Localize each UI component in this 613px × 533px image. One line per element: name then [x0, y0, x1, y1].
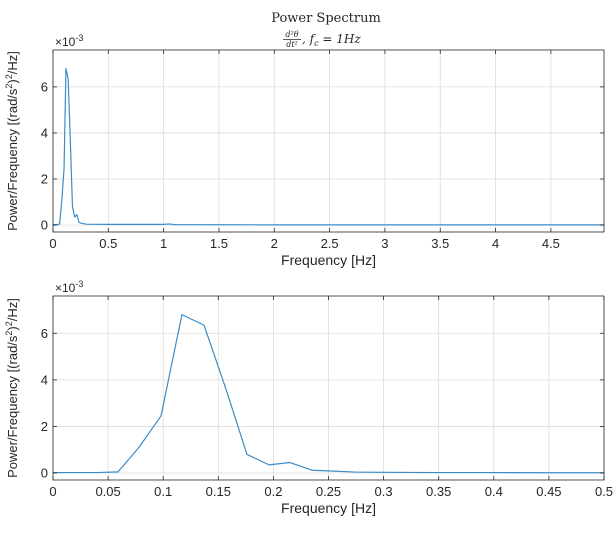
x-tick-label: 4.5 — [542, 236, 560, 251]
subtitle-frac-den: dt² — [286, 40, 298, 49]
x-tick-label: 2.5 — [321, 236, 339, 251]
y-axis-label: Power/Frequency [(rad/s2)2/Hz] — [4, 51, 20, 231]
x-tick-label: 0.05 — [95, 484, 120, 499]
y-exponent-label: ×10-3 — [55, 279, 83, 295]
subtitle-frac-num: d²θ — [285, 30, 298, 39]
x-tick-label: 0.2 — [264, 484, 282, 499]
x-tick-label: 0.3 — [375, 484, 393, 499]
axes-box — [52, 49, 605, 233]
x-tick-label: 0.25 — [316, 484, 341, 499]
x-axis-label: Frequency [Hz] — [281, 500, 376, 516]
x-tick-label: 0 — [49, 484, 56, 499]
x-tick-label: 2 — [271, 236, 278, 251]
plot-area — [53, 50, 604, 232]
x-tick-label: 0.5 — [595, 484, 613, 499]
y-exponent-label: ×10-3 — [55, 33, 83, 49]
x-tick-label: 4 — [492, 236, 499, 251]
y-tick-label: 4 — [41, 125, 48, 140]
x-tick-label: 0.1 — [154, 484, 172, 499]
x-tick-label: 3 — [381, 236, 388, 251]
subtitle-tail: , fc = 1Hz — [302, 32, 361, 48]
x-axis-label: Frequency [Hz] — [281, 252, 376, 268]
x-tick-label: 0.15 — [206, 484, 231, 499]
x-tick-label: 0.35 — [426, 484, 451, 499]
y-tick-label: 2 — [41, 419, 48, 434]
top-plot: 0 0.5 1 1.5 2 2.5 3 3.5 4 4.5 0 2 4 6 ×10-3 Frequency [… — [4, 33, 605, 268]
y-tick-label: 0 — [41, 466, 48, 481]
y-tick-label: 6 — [41, 79, 48, 94]
x-tick-label: 0.45 — [536, 484, 561, 499]
figure-title: Power Spectrum — [271, 11, 381, 26]
series-line — [53, 314, 604, 474]
y-tick-label: 0 — [41, 218, 48, 233]
x-tick-label: 1 — [160, 236, 167, 251]
series-line — [53, 67, 604, 226]
bottom-plot: 0 0.05 0.1 0.15 0.2 0.25 0.3 0.35 0.4 0.45 0.5 0 2 4 6… — [4, 279, 613, 516]
y-axis-label: Power/Frequency [(rad/s2)2/Hz] — [4, 298, 20, 478]
y-tick-label: 2 — [41, 172, 48, 187]
y-tick-label: 4 — [41, 372, 48, 387]
x-tick-label: 0.5 — [99, 236, 117, 251]
x-tick-label: 0 — [49, 236, 56, 251]
figure-subtitle: d²θ dt² , fc = 1Hz — [283, 30, 361, 49]
x-tick-label: 0.4 — [485, 484, 503, 499]
x-tick-label: 1.5 — [210, 236, 228, 251]
y-tick-label: 6 — [41, 326, 48, 341]
x-tick-label: 3.5 — [431, 236, 449, 251]
